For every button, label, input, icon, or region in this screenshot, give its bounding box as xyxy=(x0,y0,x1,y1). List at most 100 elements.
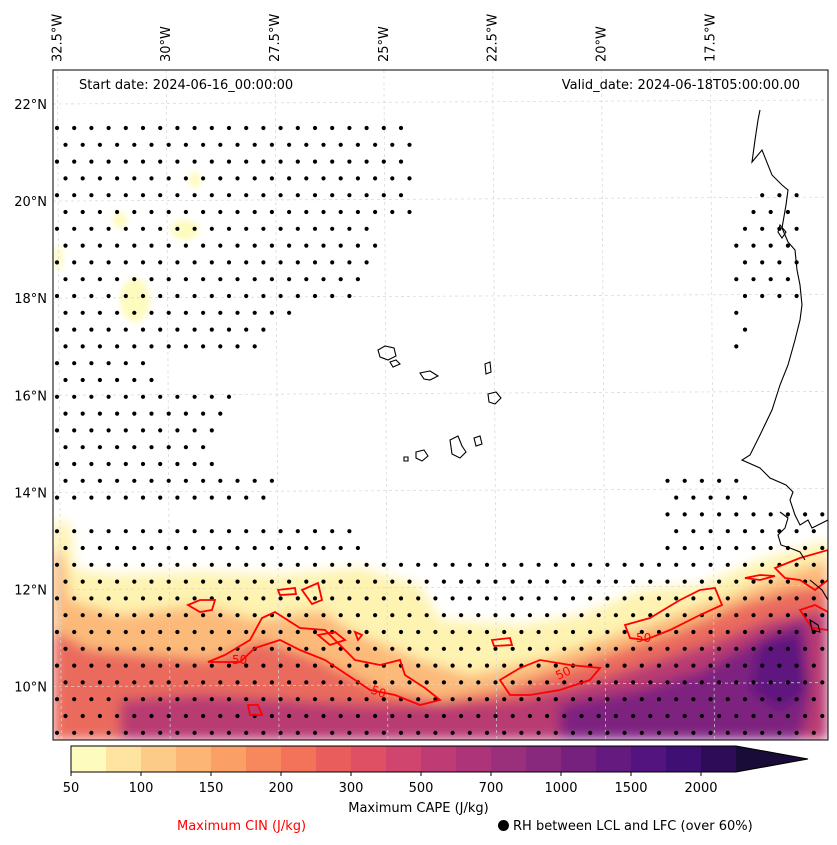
rh-dot xyxy=(226,327,232,332)
rh-dot xyxy=(665,646,670,651)
rh-dot xyxy=(768,209,773,215)
rh-dot xyxy=(183,176,188,181)
rh-dot xyxy=(201,176,206,181)
rh-dot xyxy=(89,361,94,366)
rh-dot xyxy=(484,663,490,668)
rh-dot xyxy=(183,579,188,584)
rh-dot xyxy=(751,512,756,517)
rh-dot xyxy=(699,512,705,517)
rh-dot xyxy=(175,596,180,601)
rh-dot xyxy=(484,596,490,601)
rh-dot xyxy=(226,562,232,567)
rh-dot xyxy=(175,125,180,131)
cin-contour-label: 50 xyxy=(553,664,573,683)
rh-dot xyxy=(97,209,102,215)
rh-dot xyxy=(631,680,636,685)
rh-dot xyxy=(665,545,670,551)
rh-dot xyxy=(54,529,60,534)
rh-dot xyxy=(97,377,102,383)
rh-dot xyxy=(106,226,111,231)
rh-dot xyxy=(639,596,644,601)
rh-dot xyxy=(312,125,318,131)
rh-dot xyxy=(777,293,782,299)
rh-dot xyxy=(484,697,490,702)
rh-dot xyxy=(192,495,197,500)
rh-dot xyxy=(166,445,171,450)
rh-dot xyxy=(398,629,404,635)
rh-dot xyxy=(484,730,490,735)
lat-tick-label: 14°N xyxy=(14,486,47,501)
rh-dot xyxy=(321,680,326,685)
rh-dot xyxy=(338,243,343,248)
rh-dot xyxy=(295,697,300,702)
rh-dot xyxy=(175,193,180,198)
rh-dot xyxy=(140,529,146,534)
rh-dot xyxy=(175,226,180,231)
rh-dot xyxy=(123,697,128,702)
rh-dot xyxy=(287,176,292,181)
rh-dot xyxy=(192,697,197,702)
rh-dot xyxy=(132,478,137,483)
rh-dot xyxy=(140,159,146,164)
rh-dot xyxy=(364,629,369,635)
rh-dot xyxy=(768,713,773,719)
rh-dot xyxy=(665,613,670,618)
rh-dot xyxy=(183,277,188,282)
rh-dot xyxy=(252,579,257,584)
rh-dot xyxy=(373,176,378,181)
rh-dot xyxy=(450,596,455,601)
rh-dot xyxy=(218,243,223,248)
rh-dot xyxy=(97,646,102,651)
rh-dot xyxy=(72,495,77,500)
rh-dot xyxy=(235,142,240,147)
rh-dot xyxy=(613,579,619,584)
rh-dot xyxy=(89,193,94,198)
rh-dot xyxy=(794,596,799,601)
rh-dot xyxy=(639,562,644,567)
island xyxy=(487,391,502,405)
rh-dot xyxy=(97,277,102,282)
rh-dot xyxy=(811,529,816,534)
rh-dot xyxy=(149,209,154,215)
rh-dot xyxy=(166,613,171,618)
rh-dot xyxy=(751,713,756,719)
rh-dot xyxy=(72,226,77,231)
rh-dot xyxy=(579,579,584,584)
rh-dot xyxy=(708,495,713,500)
rh-dot xyxy=(183,445,188,450)
rh-dot xyxy=(708,629,713,635)
rh-dot xyxy=(613,613,619,618)
island xyxy=(403,456,409,462)
rh-dot xyxy=(785,713,791,719)
rh-dot xyxy=(278,697,283,702)
rh-dot xyxy=(209,260,214,265)
rh-dot xyxy=(708,562,713,567)
rh-dot xyxy=(269,209,274,215)
rh-dot xyxy=(132,680,137,685)
rh-dot xyxy=(622,730,627,735)
rh-dot xyxy=(734,646,739,651)
rh-dot xyxy=(631,646,636,651)
rh-dot xyxy=(278,629,283,635)
rh-dot xyxy=(656,663,662,668)
rh-dot xyxy=(132,646,137,651)
rh-dot xyxy=(123,495,128,500)
rh-dot xyxy=(80,445,85,450)
rh-dot xyxy=(416,730,421,735)
rh-dot xyxy=(484,629,490,635)
cape-patches xyxy=(53,172,201,322)
rh-dot xyxy=(803,545,808,551)
rh-dot xyxy=(235,344,240,349)
cin-contour xyxy=(498,659,602,696)
rh-dot xyxy=(605,562,610,567)
rh-dot xyxy=(244,293,249,299)
rh-dot xyxy=(674,529,679,534)
rh-dot xyxy=(54,394,60,399)
rh-dot xyxy=(553,629,558,635)
rh-dot xyxy=(261,596,266,601)
rh-dot xyxy=(674,663,679,668)
rh-dot xyxy=(209,159,214,164)
island xyxy=(419,370,440,381)
rh-dot xyxy=(106,562,111,567)
rh-dot xyxy=(794,697,799,702)
